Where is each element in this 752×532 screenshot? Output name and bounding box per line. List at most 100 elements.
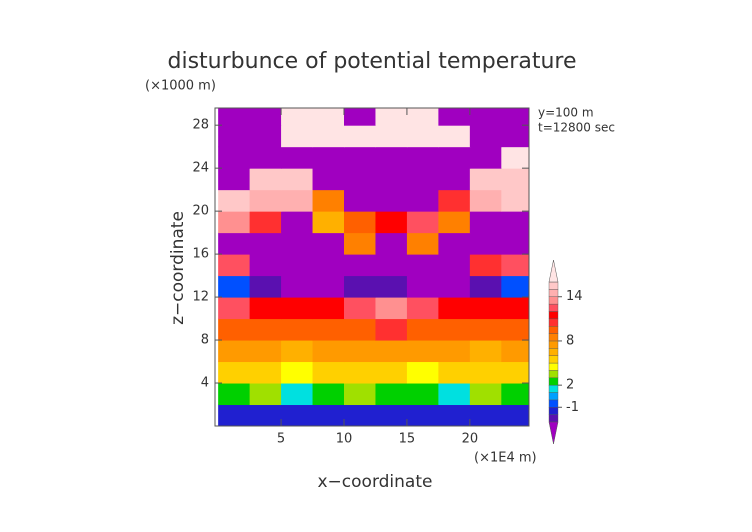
cell	[343, 211, 376, 234]
cell	[469, 125, 502, 148]
colorbar-tick-label: 2	[566, 378, 574, 393]
cell	[249, 361, 282, 384]
cell	[469, 189, 502, 212]
cell	[249, 211, 282, 234]
y-tick-label: 16	[192, 247, 209, 262]
cell	[501, 254, 529, 277]
cell	[501, 275, 529, 298]
colorbar-segment	[548, 333, 559, 342]
y-tick-label: 12	[192, 290, 209, 305]
cell	[343, 146, 376, 169]
x-tick-label: 10	[336, 432, 353, 447]
cell	[375, 211, 408, 234]
cell	[501, 383, 529, 406]
cell	[375, 232, 408, 255]
cell	[249, 404, 282, 426]
cell	[249, 108, 282, 126]
y-tick-label: 28	[192, 118, 209, 133]
cell	[438, 318, 471, 341]
cell	[375, 108, 408, 126]
colorbar-bottom	[548, 421, 559, 445]
cell	[249, 297, 282, 320]
cell	[312, 275, 345, 298]
plot-frame	[214, 107, 530, 427]
cell	[469, 383, 502, 406]
cell	[281, 254, 314, 277]
cell	[312, 254, 345, 277]
cell	[312, 168, 345, 191]
cell	[501, 297, 529, 320]
cell	[438, 275, 471, 298]
cell	[469, 318, 502, 341]
cell	[312, 383, 345, 406]
cell	[501, 189, 529, 212]
cell	[249, 318, 282, 341]
colorbar-tick-label: -1	[566, 400, 579, 415]
cell	[218, 189, 251, 212]
cell	[375, 146, 408, 169]
cell	[218, 404, 251, 426]
cell	[343, 125, 376, 148]
colorbar-segment	[548, 281, 559, 290]
cell	[312, 211, 345, 234]
cell	[375, 383, 408, 406]
cell	[218, 232, 251, 255]
cell	[501, 108, 529, 126]
cell	[218, 297, 251, 320]
colorbar-segment	[548, 362, 559, 371]
colorbar-segment	[548, 407, 559, 415]
cell	[312, 340, 345, 363]
cell	[249, 189, 282, 212]
colorbar-segment	[548, 340, 559, 349]
cell	[438, 189, 471, 212]
y-tick-label: 8	[201, 333, 209, 348]
cell	[281, 232, 314, 255]
cell	[438, 404, 471, 426]
cell	[218, 340, 251, 363]
cell	[469, 404, 502, 426]
cell	[469, 211, 502, 234]
cell	[438, 340, 471, 363]
cell	[312, 146, 345, 169]
cell	[406, 340, 439, 363]
cell	[438, 146, 471, 169]
cell	[438, 297, 471, 320]
cell	[312, 108, 345, 126]
cell	[281, 108, 314, 126]
cell	[218, 108, 251, 126]
cell	[281, 297, 314, 320]
cell	[343, 297, 376, 320]
cell	[343, 254, 376, 277]
cell	[375, 297, 408, 320]
cell	[343, 232, 376, 255]
cell	[343, 383, 376, 406]
colorbar-segment	[548, 318, 559, 327]
cell	[438, 168, 471, 191]
cell	[438, 232, 471, 255]
cell	[438, 361, 471, 384]
cell	[312, 361, 345, 384]
colorbar-segment	[548, 289, 559, 297]
cell	[375, 168, 408, 191]
cell	[501, 361, 529, 384]
cell	[406, 361, 439, 384]
cell	[218, 211, 251, 234]
colorbar-segment	[548, 399, 559, 408]
cell	[281, 404, 314, 426]
cell	[406, 297, 439, 320]
cell	[406, 189, 439, 212]
colorbar-segment	[548, 377, 559, 386]
colorbar-segment	[548, 326, 559, 334]
cell	[249, 232, 282, 255]
colorbar-segment	[548, 303, 559, 312]
cell	[249, 146, 282, 169]
cell	[406, 318, 439, 341]
cell	[281, 211, 314, 234]
cell	[469, 297, 502, 320]
x-axis-label: x−coordinate	[318, 472, 433, 492]
cell	[218, 275, 251, 298]
cell	[501, 340, 529, 363]
colorbar-segment	[548, 370, 559, 378]
y-axis-label: z−coordinate	[168, 211, 188, 325]
